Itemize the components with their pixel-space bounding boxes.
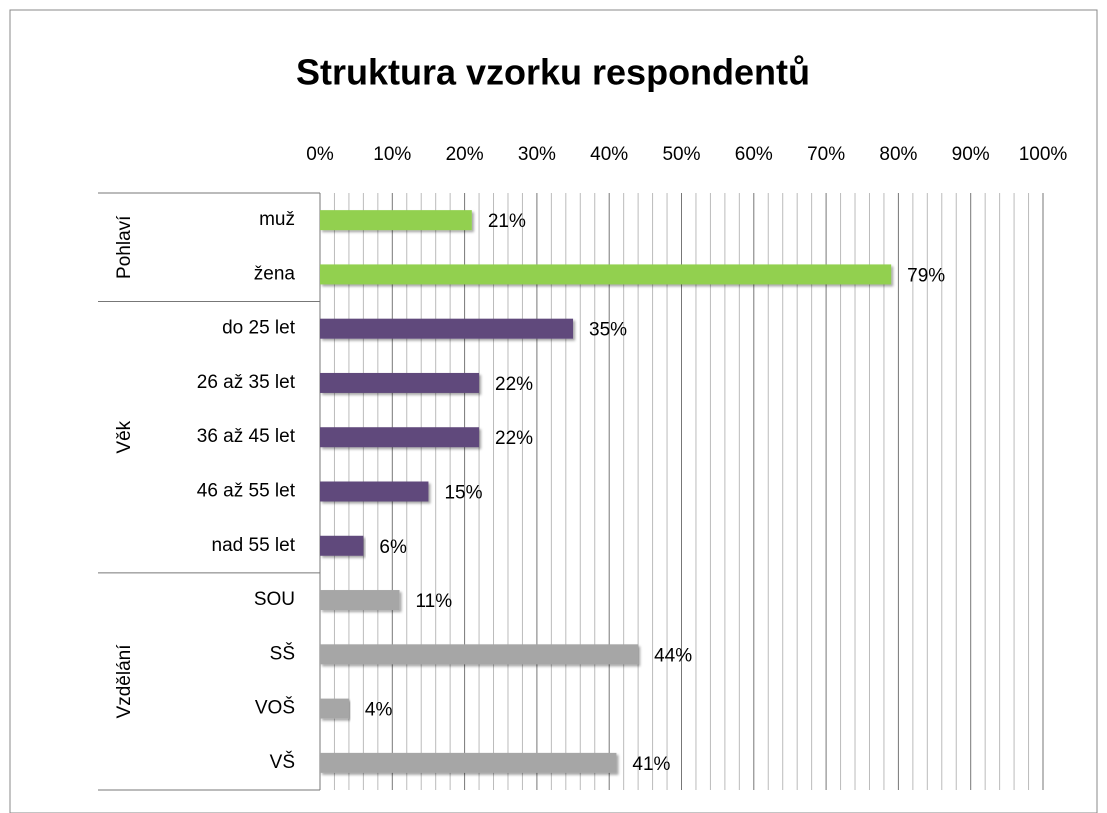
chart-frame bbox=[9, 9, 1098, 813]
x-tick-label: 30% bbox=[518, 144, 556, 165]
data-label: 15% bbox=[444, 483, 482, 504]
data-label: 6% bbox=[379, 537, 407, 558]
group-label: Věk bbox=[114, 420, 135, 453]
chart-title: Struktura vzorku respondentů bbox=[296, 52, 810, 93]
data-label: 79% bbox=[907, 265, 945, 286]
y-tick-label: 46 až 55 let bbox=[197, 481, 296, 502]
bar bbox=[320, 318, 574, 339]
x-tick-label: 10% bbox=[373, 144, 411, 165]
x-tick-label: 80% bbox=[879, 144, 917, 165]
y-tick-label: 36 až 45 let bbox=[197, 426, 296, 447]
data-label: 44% bbox=[654, 645, 692, 666]
bar bbox=[320, 698, 349, 719]
group-label: Vzdělání bbox=[114, 644, 135, 719]
data-label: 22% bbox=[495, 374, 533, 395]
data-label: 21% bbox=[488, 211, 526, 232]
data-label: 4% bbox=[365, 700, 393, 721]
bar bbox=[320, 752, 617, 773]
x-tick-label: 50% bbox=[662, 144, 700, 165]
bar bbox=[320, 210, 472, 231]
x-tick-label: 40% bbox=[590, 144, 628, 165]
x-tick-label: 0% bbox=[306, 144, 334, 165]
y-tick-label: VŠ bbox=[270, 751, 295, 773]
x-tick-label: 70% bbox=[807, 144, 845, 165]
bar bbox=[320, 644, 639, 665]
y-tick-label: 26 až 35 let bbox=[197, 372, 296, 393]
data-label: 22% bbox=[495, 428, 533, 449]
group-label: Pohlaví bbox=[114, 215, 135, 279]
x-tick-label: 100% bbox=[1019, 144, 1068, 165]
bar bbox=[320, 535, 364, 556]
bar bbox=[320, 590, 400, 611]
y-tick-label: do 25 let bbox=[222, 318, 296, 339]
data-label: 41% bbox=[632, 754, 670, 775]
x-tick-label: 20% bbox=[446, 144, 484, 165]
bar bbox=[320, 372, 480, 393]
y-tick-label: muž bbox=[259, 209, 295, 230]
data-label: 11% bbox=[416, 591, 453, 612]
bar bbox=[320, 427, 480, 448]
x-tick-label: 90% bbox=[952, 144, 990, 165]
x-tick-label: 60% bbox=[735, 144, 773, 165]
data-label: 35% bbox=[589, 320, 627, 341]
y-tick-label: SŠ bbox=[270, 642, 295, 664]
bar bbox=[320, 481, 429, 502]
y-tick-label: SOU bbox=[254, 589, 295, 610]
bar bbox=[320, 264, 892, 285]
y-tick-label: nad 55 let bbox=[212, 535, 296, 556]
y-tick-label: žena bbox=[254, 263, 296, 284]
y-tick-label: VOŠ bbox=[255, 697, 295, 719]
